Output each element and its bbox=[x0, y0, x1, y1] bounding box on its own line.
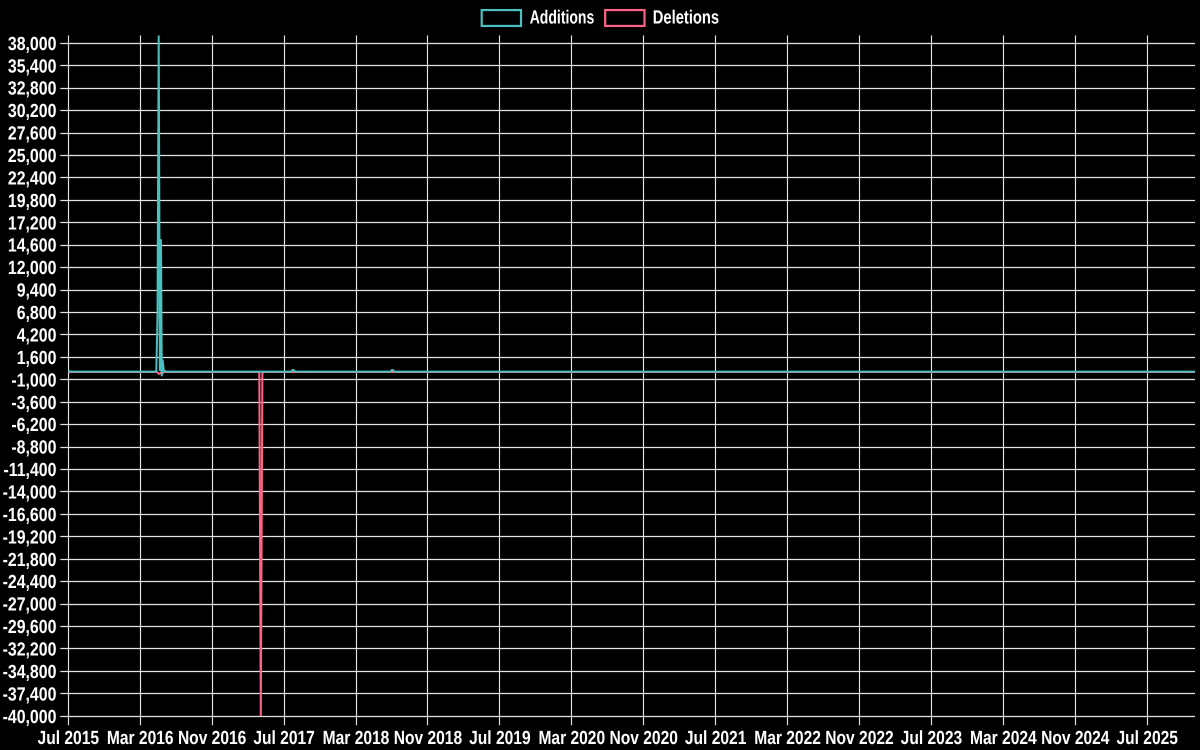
svg-text:4,200: 4,200 bbox=[17, 325, 57, 346]
svg-text:-11,400: -11,400 bbox=[4, 460, 57, 481]
svg-text:Nov 2022: Nov 2022 bbox=[825, 728, 893, 749]
svg-text:30,200: 30,200 bbox=[8, 101, 57, 122]
svg-text:Mar 2020: Mar 2020 bbox=[538, 728, 605, 749]
svg-text:Deletions: Deletions bbox=[653, 7, 719, 28]
svg-text:Jul 2021: Jul 2021 bbox=[685, 728, 747, 749]
svg-text:-8,800: -8,800 bbox=[11, 438, 56, 459]
svg-text:1,600: 1,600 bbox=[17, 348, 57, 369]
svg-text:Nov 2020: Nov 2020 bbox=[610, 728, 678, 749]
svg-text:-32,200: -32,200 bbox=[3, 640, 57, 661]
svg-text:Jul 2025: Jul 2025 bbox=[1116, 728, 1178, 749]
svg-text:-40,000: -40,000 bbox=[3, 707, 57, 728]
svg-text:-6,200: -6,200 bbox=[11, 415, 56, 436]
svg-text:27,600: 27,600 bbox=[8, 124, 57, 145]
svg-text:Nov 2016: Nov 2016 bbox=[178, 728, 246, 749]
svg-text:Jul 2017: Jul 2017 bbox=[253, 728, 315, 749]
svg-text:19,800: 19,800 bbox=[8, 191, 57, 212]
svg-text:Mar 2018: Mar 2018 bbox=[323, 728, 390, 749]
svg-text:-29,600: -29,600 bbox=[3, 617, 57, 638]
svg-text:-37,400: -37,400 bbox=[3, 684, 57, 705]
svg-text:12,000: 12,000 bbox=[8, 258, 57, 279]
svg-text:-3,600: -3,600 bbox=[11, 393, 56, 414]
svg-text:Jul 2019: Jul 2019 bbox=[469, 728, 531, 749]
svg-text:Jul 2015: Jul 2015 bbox=[38, 728, 100, 749]
svg-text:-24,400: -24,400 bbox=[3, 572, 57, 593]
svg-text:Nov 2024: Nov 2024 bbox=[1041, 728, 1110, 749]
svg-text:-16,600: -16,600 bbox=[3, 505, 57, 526]
svg-text:Jul 2023: Jul 2023 bbox=[901, 728, 963, 749]
svg-text:9,400: 9,400 bbox=[17, 281, 57, 302]
svg-text:32,800: 32,800 bbox=[8, 79, 57, 100]
svg-text:Nov 2018: Nov 2018 bbox=[394, 728, 462, 749]
svg-text:-34,800: -34,800 bbox=[3, 662, 57, 683]
svg-text:25,000: 25,000 bbox=[8, 146, 57, 167]
svg-text:14,600: 14,600 bbox=[8, 236, 57, 257]
svg-text:17,200: 17,200 bbox=[8, 213, 57, 234]
svg-text:35,400: 35,400 bbox=[8, 56, 57, 77]
svg-text:38,000: 38,000 bbox=[8, 34, 57, 55]
svg-text:-19,200: -19,200 bbox=[3, 527, 57, 548]
svg-text:Mar 2022: Mar 2022 bbox=[754, 728, 821, 749]
svg-text:22,400: 22,400 bbox=[8, 168, 57, 189]
svg-text:-21,800: -21,800 bbox=[3, 550, 57, 571]
svg-text:6,800: 6,800 bbox=[17, 303, 57, 324]
svg-text:Mar 2024: Mar 2024 bbox=[970, 728, 1037, 749]
svg-text:-27,000: -27,000 bbox=[3, 595, 57, 616]
svg-text:Mar 2016: Mar 2016 bbox=[107, 728, 174, 749]
svg-text:-1,000: -1,000 bbox=[11, 370, 56, 391]
svg-text:Additions: Additions bbox=[530, 7, 595, 28]
svg-text:-14,000: -14,000 bbox=[3, 483, 57, 504]
